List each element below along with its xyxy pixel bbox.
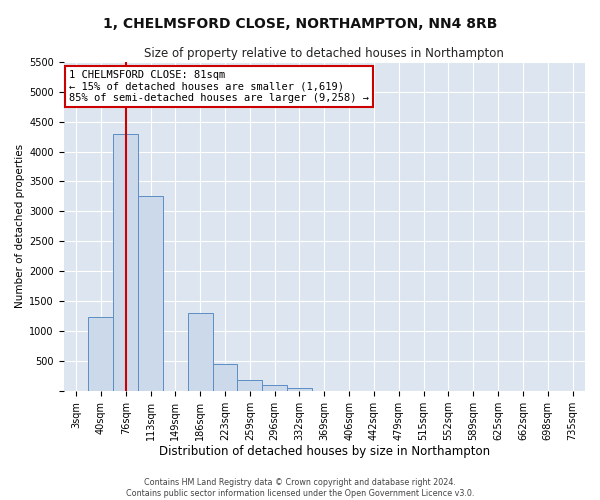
Bar (188, 313, 212, 391)
Bar (287, 388, 312, 391)
Text: 1 CHELMSFORD CLOSE: 81sqm
← 15% of detached houses are smaller (1,619)
85% of se: 1 CHELMSFORD CLOSE: 81sqm ← 15% of detac… (69, 70, 369, 103)
Bar (113, 134, 138, 391)
Text: 1, CHELMSFORD CLOSE, NORTHAMPTON, NN4 8RB: 1, CHELMSFORD CLOSE, NORTHAMPTON, NN4 8R… (103, 18, 497, 32)
Bar (238, 380, 262, 391)
Y-axis label: Number of detached properties: Number of detached properties (15, 144, 25, 308)
Text: Contains HM Land Registry data © Crown copyright and database right 2024.
Contai: Contains HM Land Registry data © Crown c… (126, 478, 474, 498)
Bar (262, 385, 287, 391)
Bar (88, 318, 113, 391)
Bar (138, 196, 163, 391)
Bar (212, 364, 238, 391)
Title: Size of property relative to detached houses in Northampton: Size of property relative to detached ho… (145, 48, 504, 60)
X-axis label: Distribution of detached houses by size in Northampton: Distribution of detached houses by size … (159, 444, 490, 458)
